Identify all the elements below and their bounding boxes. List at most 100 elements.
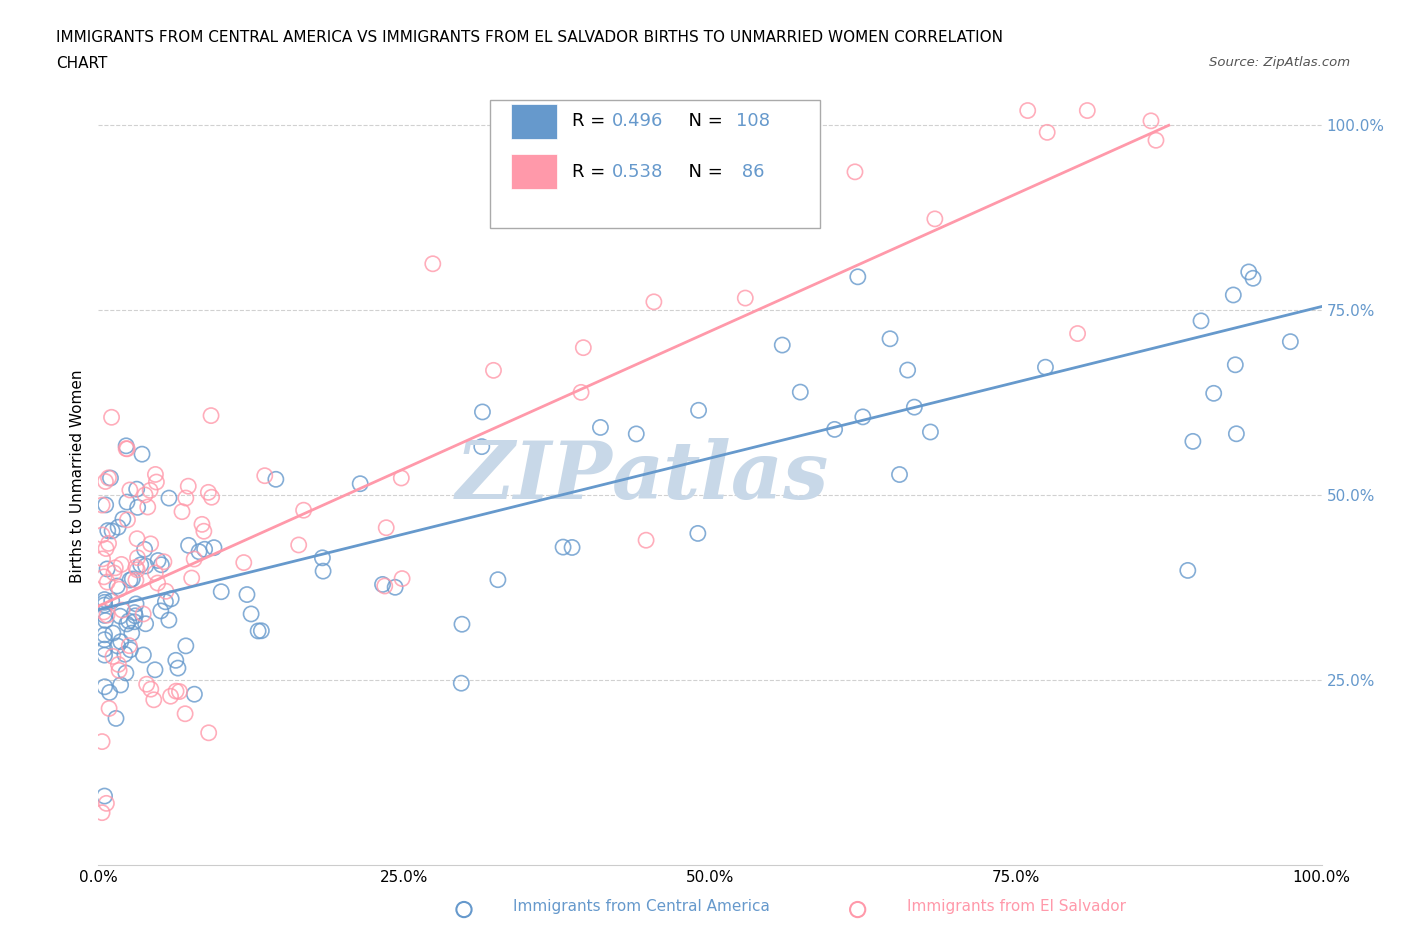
- Point: [686, 526, 709, 541]
- Point: [97, 524, 120, 538]
- Point: [200, 490, 222, 505]
- Point: [903, 400, 925, 415]
- Point: [110, 634, 132, 649]
- Point: [844, 165, 866, 179]
- Point: [253, 468, 276, 483]
- Point: [1237, 264, 1260, 279]
- Point: [789, 385, 811, 400]
- Point: [160, 591, 183, 606]
- Point: [93, 679, 115, 694]
- Point: [139, 682, 162, 697]
- Point: [118, 483, 141, 498]
- Point: [125, 573, 148, 588]
- Point: [1177, 563, 1199, 578]
- Text: IMMIGRANTS FROM CENTRAL AMERICA VS IMMIGRANTS FROM EL SALVADOR BIRTHS TO UNMARRI: IMMIGRANTS FROM CENTRAL AMERICA VS IMMIG…: [56, 30, 1004, 45]
- Point: [240, 606, 263, 621]
- Point: [209, 584, 232, 599]
- Point: [482, 363, 505, 378]
- Point: [1144, 133, 1167, 148]
- Text: Immigrants from Central America: Immigrants from Central America: [513, 899, 770, 914]
- Point: [183, 686, 205, 701]
- Point: [139, 483, 162, 498]
- Point: [191, 517, 214, 532]
- Point: [561, 540, 583, 555]
- Point: [626, 427, 648, 442]
- Point: [1279, 334, 1302, 349]
- Point: [135, 617, 157, 631]
- Bar: [510, 154, 557, 190]
- Point: [124, 615, 146, 630]
- Point: [131, 446, 153, 461]
- Point: [1222, 287, 1244, 302]
- Point: [96, 562, 118, 577]
- Point: [145, 467, 167, 482]
- Point: [108, 581, 131, 596]
- Point: [100, 410, 122, 425]
- Point: [98, 685, 121, 700]
- Point: [389, 471, 412, 485]
- Point: [93, 632, 115, 647]
- Point: [118, 614, 141, 629]
- Point: [115, 617, 138, 631]
- Point: [174, 706, 197, 721]
- Point: [1225, 357, 1247, 372]
- Point: [143, 565, 166, 580]
- Point: [177, 538, 200, 552]
- Point: [889, 467, 911, 482]
- Point: [94, 541, 117, 556]
- Point: [124, 608, 146, 623]
- Point: [157, 491, 180, 506]
- Point: [193, 524, 215, 538]
- Point: [134, 487, 156, 502]
- Point: [312, 564, 335, 578]
- Point: [100, 593, 122, 608]
- Point: [91, 527, 114, 542]
- Point: [120, 643, 142, 658]
- Point: [551, 539, 574, 554]
- Point: [115, 438, 138, 453]
- Point: [114, 646, 136, 661]
- Point: [311, 551, 333, 565]
- Point: [118, 573, 141, 588]
- Point: [194, 542, 217, 557]
- Point: [115, 666, 138, 681]
- Point: [589, 420, 612, 435]
- Point: [127, 500, 149, 515]
- Point: [920, 425, 942, 440]
- Point: [183, 551, 205, 566]
- Point: [159, 689, 181, 704]
- Text: 0.496: 0.496: [612, 113, 664, 130]
- Point: [94, 474, 117, 489]
- Point: [93, 598, 115, 613]
- Point: [125, 560, 148, 575]
- Point: [93, 592, 115, 607]
- Point: [422, 257, 444, 272]
- Point: [94, 498, 117, 512]
- Point: [1076, 103, 1098, 118]
- Point: [375, 520, 398, 535]
- Point: [107, 520, 129, 535]
- Point: [146, 553, 169, 568]
- Point: [96, 796, 118, 811]
- Point: [165, 653, 187, 668]
- Point: [93, 608, 115, 623]
- Point: [197, 485, 219, 499]
- Point: [134, 542, 156, 557]
- Point: [118, 638, 141, 653]
- Text: 86: 86: [735, 163, 765, 180]
- Point: [105, 578, 128, 593]
- Point: [153, 554, 176, 569]
- Point: [232, 555, 254, 570]
- Point: [643, 295, 665, 310]
- Point: [125, 596, 148, 611]
- Point: [155, 594, 177, 609]
- Point: [188, 544, 211, 559]
- Point: [157, 613, 180, 628]
- Point: [1140, 113, 1163, 128]
- Point: [292, 503, 315, 518]
- Point: [897, 363, 920, 378]
- Point: [486, 572, 509, 587]
- Point: [121, 626, 143, 641]
- Point: [146, 576, 169, 591]
- Point: [1035, 360, 1057, 375]
